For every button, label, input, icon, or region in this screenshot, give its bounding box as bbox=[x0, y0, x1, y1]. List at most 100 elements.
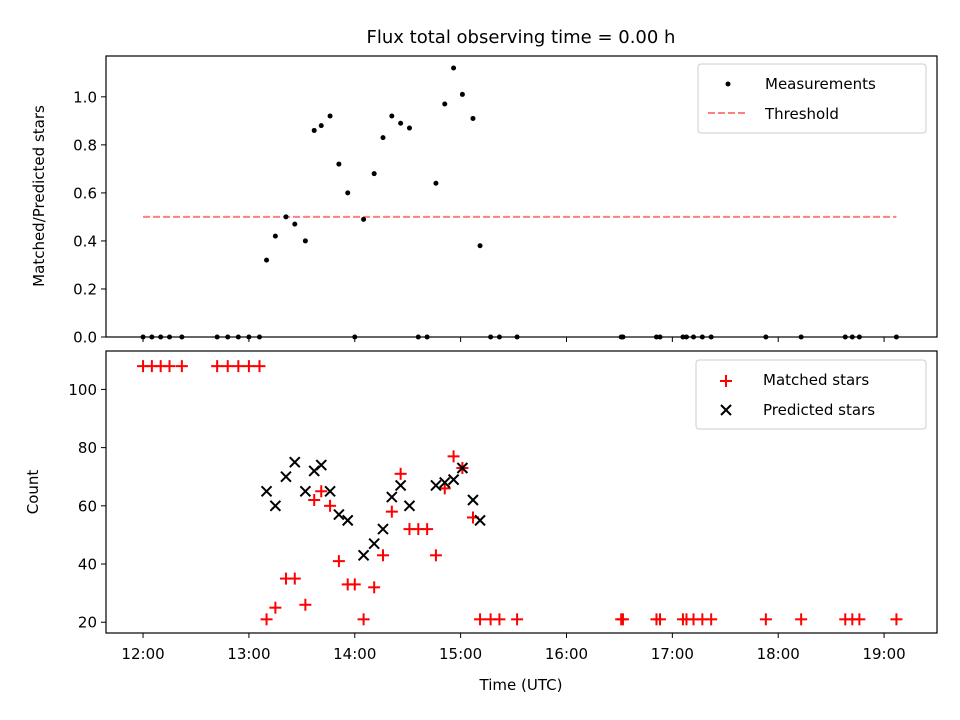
ratio-axes-frame bbox=[105, 55, 938, 338]
ratio-y-tick-label: 0.4 bbox=[73, 232, 97, 250]
predicted-star-point bbox=[447, 473, 460, 486]
x-tick-label: 17:00 bbox=[651, 645, 694, 663]
ratio-legend-box bbox=[697, 63, 927, 134]
matched-star-point bbox=[511, 613, 524, 626]
matched-star-point bbox=[795, 613, 808, 626]
matched-star-point bbox=[438, 482, 451, 495]
predicted-star-point bbox=[394, 479, 407, 492]
measurement-point bbox=[406, 125, 412, 131]
predicted-star-point bbox=[315, 459, 327, 471]
matched-star-point bbox=[253, 360, 266, 373]
predicted-star-point bbox=[357, 549, 370, 562]
counts-y-tick-label: 20 bbox=[78, 614, 97, 632]
ratio-y-tick-label: 0.6 bbox=[73, 184, 97, 202]
matched-star-point bbox=[288, 572, 301, 585]
matched-star-point bbox=[616, 613, 629, 626]
matched-star-point bbox=[394, 467, 407, 480]
counts-y-tick-label: 80 bbox=[78, 439, 97, 457]
measurement-point bbox=[336, 161, 342, 167]
ratio-plot-area: 0.0 0.2 0.4 0.6 0.8 1.0 bbox=[73, 65, 899, 347]
matched-star-point bbox=[421, 523, 434, 536]
counts-y-tick-label: 60 bbox=[78, 497, 97, 515]
matched-star-point bbox=[232, 360, 245, 373]
measurement-point bbox=[272, 233, 278, 239]
ratio-panel: Flux total observing time = 0.00 h Match… bbox=[30, 27, 938, 347]
counts-panel: Count Time (UTC) 12:00 13:00 14:00 15:00 16:… bbox=[24, 350, 938, 694]
matched-star-point bbox=[377, 549, 389, 562]
measurement-point bbox=[327, 113, 333, 119]
matched-star-point bbox=[890, 613, 903, 626]
matched-star-point bbox=[269, 601, 282, 614]
predicted-star-point bbox=[403, 500, 416, 512]
matched-star-point bbox=[853, 613, 866, 626]
measurement-point bbox=[302, 238, 308, 244]
counts-legend-box bbox=[695, 359, 927, 430]
predicted-star-point bbox=[269, 500, 282, 512]
legend-matched-label: Matched stars bbox=[763, 371, 869, 389]
x-tick-label: 14:00 bbox=[333, 645, 376, 663]
predicted-star-point bbox=[377, 523, 389, 535]
measurement-point bbox=[398, 120, 404, 126]
x-tick-label: 12:00 bbox=[121, 645, 164, 663]
x-axis-label: Time (UTC) bbox=[479, 676, 563, 694]
counts-y-tick-label: 40 bbox=[78, 556, 97, 574]
predicted-star-point bbox=[368, 537, 380, 550]
predicted-star-point bbox=[430, 479, 442, 492]
legend-matched-marker bbox=[720, 375, 732, 387]
x-tick-label: 13:00 bbox=[227, 645, 270, 663]
measurement-point bbox=[371, 171, 377, 177]
predicted-star-point bbox=[467, 494, 479, 506]
ratio-y-tick-label: 0.8 bbox=[73, 136, 97, 154]
counts-legend: Matched stars Predicted stars bbox=[695, 359, 927, 430]
predicted-star-point bbox=[324, 485, 336, 497]
counts-axes-frame bbox=[105, 350, 938, 634]
measurement-point bbox=[292, 221, 298, 227]
predicted-star-point bbox=[280, 471, 292, 483]
measurement-point bbox=[318, 123, 324, 129]
matched-star-point bbox=[385, 505, 398, 518]
measurement-point bbox=[442, 101, 448, 107]
measurement-point bbox=[389, 113, 395, 119]
counts-y-tick-label: 100 bbox=[68, 381, 97, 399]
predicted-star-point bbox=[299, 485, 312, 497]
ratio-y-axis-label: Matched/Predicted stars bbox=[30, 105, 48, 287]
matched-star-point bbox=[368, 581, 381, 594]
matched-star-point bbox=[705, 613, 718, 626]
measurement-point bbox=[311, 127, 317, 133]
legend-predicted-label: Predicted stars bbox=[763, 401, 875, 419]
counts-plot-area: 12:00 13:00 14:00 15:00 16:00 17:00 18:00 19:00… bbox=[68, 360, 906, 663]
matched-star-point bbox=[348, 578, 361, 591]
matched-star-point bbox=[493, 613, 506, 626]
measurement-point bbox=[477, 243, 483, 249]
matched-star-point bbox=[429, 549, 442, 562]
measurement-point bbox=[345, 190, 351, 196]
predicted-star-point bbox=[386, 491, 398, 503]
matched-star-point bbox=[357, 613, 370, 626]
ratio-y-tick-label: 0.0 bbox=[73, 329, 97, 347]
matched-star-point bbox=[308, 494, 321, 507]
predicted-star-point bbox=[333, 508, 345, 521]
matched-star-point bbox=[175, 360, 188, 373]
matched-star-point bbox=[759, 613, 772, 626]
x-tick-label: 18:00 bbox=[757, 645, 800, 663]
matched-star-point bbox=[654, 613, 666, 626]
predicted-star-point bbox=[439, 476, 451, 489]
measurement-point bbox=[361, 216, 367, 222]
measurement-point bbox=[433, 180, 439, 186]
legend-threshold-label: Threshold bbox=[764, 105, 839, 123]
matched-star-point bbox=[315, 485, 328, 498]
predicted-star-point bbox=[342, 514, 354, 527]
matched-star-point bbox=[221, 360, 234, 373]
predicted-star-point bbox=[456, 462, 469, 474]
matched-star-point bbox=[332, 555, 345, 568]
x-tick-label: 16:00 bbox=[545, 645, 588, 663]
counts-y-axis-label: Count bbox=[24, 470, 42, 515]
predicted-star-point bbox=[260, 485, 273, 497]
matched-star-point bbox=[163, 360, 176, 373]
ratio-y-tick-label: 1.0 bbox=[73, 88, 97, 106]
legend-predicted-marker bbox=[720, 404, 732, 416]
matched-star-point bbox=[299, 598, 312, 611]
measurement-point bbox=[283, 214, 289, 220]
legend-measurements-label: Measurements bbox=[765, 75, 876, 93]
